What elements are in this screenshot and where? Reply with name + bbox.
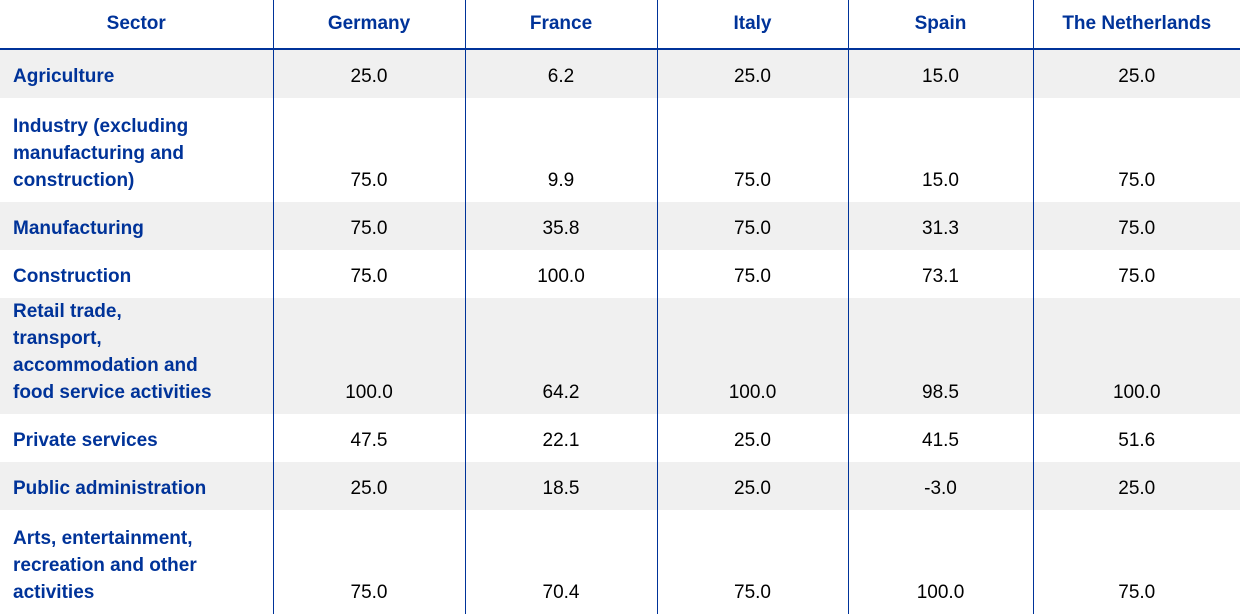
- header-row: Sector Germany France Italy Spain The Netherl…: [0, 0, 1240, 50]
- cell-value: 25.0: [1032, 462, 1240, 510]
- cell-value: 64.2: [464, 298, 657, 414]
- cell-value: 75.0: [656, 250, 848, 298]
- cell-value: 75.0: [272, 250, 465, 298]
- cell-value: 75.0: [272, 98, 465, 202]
- cell-value: 75.0: [272, 510, 465, 614]
- cell-value: 75.0: [1032, 250, 1240, 298]
- header-country: France: [464, 0, 657, 50]
- sector-name: Retail trade, transport, accommodation a…: [0, 298, 273, 414]
- table-body: Agriculture 25.0 6.2 25.0 15.0 25.0 Industry (…: [0, 49, 1240, 614]
- cell-value: 100.0: [656, 298, 848, 414]
- cell-value: 25.0: [272, 462, 465, 510]
- cell-value: 15.0: [847, 98, 1033, 202]
- cell-value: 31.3: [847, 202, 1033, 250]
- cell-value: 75.0: [656, 510, 848, 614]
- table-row: Agriculture 25.0 6.2 25.0 15.0 25.0: [0, 49, 1240, 98]
- table-row: Arts, entertainment, recreation and othe…: [0, 510, 1240, 614]
- cell-value: 22.1: [464, 414, 657, 462]
- header-sector: Sector: [0, 0, 273, 50]
- cell-value: 75.0: [656, 202, 848, 250]
- cell-value: 18.5: [464, 462, 657, 510]
- sector-name: Private services: [13, 430, 158, 451]
- sector-name: Agriculture: [0, 49, 273, 98]
- cell-value: -3.0: [847, 462, 1033, 510]
- cell-value: 35.8: [464, 202, 657, 250]
- cell-value: 9.9: [464, 98, 657, 202]
- table-row: Construction 75.0 100.0 75.0 73.1 75.0: [0, 250, 1240, 298]
- sector-name: Manufacturing: [0, 202, 273, 250]
- cell-value: 25.0: [656, 49, 848, 98]
- cell-value: 47.5: [272, 414, 465, 462]
- sector-name: Construction: [13, 266, 132, 287]
- cell-value: 75.0: [656, 98, 848, 202]
- header-country: Germany: [272, 0, 465, 50]
- sector-name: Public administration: [0, 462, 273, 510]
- cell-value: 100.0: [1032, 298, 1240, 414]
- cell-value: 100.0: [847, 510, 1033, 614]
- cell-value: 75.0: [1032, 510, 1240, 614]
- cell-value: 75.0: [1032, 98, 1240, 202]
- cell-value: 100.0: [272, 298, 465, 414]
- table-row: Manufacturing 75.0 35.8 75.0 31.3 75.0: [0, 202, 1240, 250]
- cell-value: 25.0: [1032, 49, 1240, 98]
- header-country: The Netherlands: [1032, 0, 1240, 50]
- cell-value: 25.0: [656, 462, 848, 510]
- header-country: Spain: [847, 0, 1033, 50]
- cell-value: 75.0: [1032, 202, 1240, 250]
- cell-value: 25.0: [656, 414, 848, 462]
- sector-name: Arts, entertainment, recreation and othe…: [13, 528, 197, 603]
- header-country: Italy: [656, 0, 848, 50]
- sector-name: Industry (excluding manufacturing and co…: [13, 116, 189, 191]
- cell-value: 70.4: [464, 510, 657, 614]
- table-row: Retail trade, transport, accommodation a…: [0, 298, 1240, 414]
- cell-value: 41.5: [847, 414, 1033, 462]
- cell-value: 73.1: [847, 250, 1033, 298]
- table-row: Private services 47.5 22.1 25.0 41.5 51.6: [0, 414, 1240, 462]
- cell-value: 6.2: [464, 49, 657, 98]
- table-row: Public administration 25.0 18.5 25.0 -3.0 25.…: [0, 462, 1240, 510]
- table-row: Industry (excluding manufacturing and co…: [0, 98, 1240, 202]
- cell-value: 25.0: [272, 49, 465, 98]
- cell-value: 100.0: [464, 250, 657, 298]
- cell-value: 51.6: [1032, 414, 1240, 462]
- cell-value: 98.5: [847, 298, 1033, 414]
- cell-value: 75.0: [272, 202, 465, 250]
- cell-value: 15.0: [847, 49, 1033, 98]
